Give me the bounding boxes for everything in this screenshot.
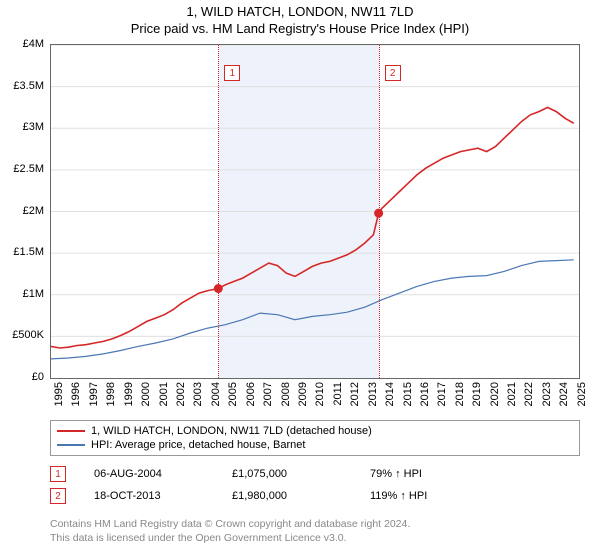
x-tick-label: 1997 xyxy=(88,382,100,406)
x-tick-label: 2008 xyxy=(280,382,292,406)
sale-row: 2 18-OCT-2013 £1,980,000 119% ↑ HPI xyxy=(50,488,580,504)
chart-title: 1, WILD HATCH, LONDON, NW11 7LD Price pa… xyxy=(0,0,600,38)
y-tick-label: £0 xyxy=(32,371,44,383)
y-tick-label: £4M xyxy=(23,38,44,50)
x-tick-label: 2004 xyxy=(210,382,222,406)
x-tick-label: 2003 xyxy=(192,382,204,406)
x-axis-labels: 1995 1996 1997 1998 1999 2000 2001 2002 2003 2004… xyxy=(50,380,580,416)
marker-vline xyxy=(379,45,380,378)
legend-label: HPI: Average price, detached house, Barn… xyxy=(91,439,305,451)
sale-date: 18-OCT-2013 xyxy=(94,490,204,502)
series-hpi xyxy=(51,260,574,359)
y-tick-label: £2M xyxy=(23,205,44,217)
x-tick-label: 1998 xyxy=(105,382,117,406)
title-line2: Price paid vs. HM Land Registry's House … xyxy=(0,21,600,38)
y-tick-label: £1.5M xyxy=(13,246,44,258)
y-tick-label: £3.5M xyxy=(13,80,44,92)
x-tick-label: 2024 xyxy=(558,382,570,406)
legend-swatch xyxy=(57,444,85,446)
sale-date: 06-AUG-2004 xyxy=(94,468,204,480)
credits-line2: This data is licensed under the Open Gov… xyxy=(50,531,410,545)
title-line1: 1, WILD HATCH, LONDON, NW11 7LD xyxy=(0,4,600,21)
x-tick-label: 2019 xyxy=(471,382,483,406)
series-price_paid xyxy=(51,107,574,348)
x-tick-label: 2014 xyxy=(384,382,396,406)
annotation-box: 1 xyxy=(224,65,240,81)
sale-vs-hpi: 119% ↑ HPI xyxy=(370,490,427,502)
sale-price: £1,980,000 xyxy=(232,490,342,502)
x-tick-label: 2018 xyxy=(454,382,466,406)
y-axis-labels: £0£500K£1M£1.5M£2M£2.5M£3M£3.5M£4M xyxy=(0,44,48,379)
x-tick-label: 1996 xyxy=(70,382,82,406)
x-tick-label: 2007 xyxy=(262,382,274,406)
x-tick-label: 2005 xyxy=(227,382,239,406)
y-tick-label: £3M xyxy=(23,121,44,133)
x-tick-label: 2000 xyxy=(140,382,152,406)
chart-svg xyxy=(51,45,579,378)
x-tick-label: 2009 xyxy=(297,382,309,406)
x-tick-label: 2002 xyxy=(175,382,187,406)
legend-item: HPI: Average price, detached house, Barn… xyxy=(57,438,573,452)
x-tick-label: 2016 xyxy=(419,382,431,406)
x-tick-label: 1999 xyxy=(123,382,135,406)
x-tick-label: 2013 xyxy=(367,382,379,406)
plot-area: 12 xyxy=(50,44,580,379)
sale-marker-box: 1 xyxy=(50,466,66,482)
x-tick-label: 2011 xyxy=(332,382,344,406)
x-tick-label: 2021 xyxy=(506,382,518,406)
x-tick-label: 2001 xyxy=(158,382,170,406)
y-tick-label: £2.5M xyxy=(13,163,44,175)
annotation-box: 2 xyxy=(385,65,401,81)
legend-label: 1, WILD HATCH, LONDON, NW11 7LD (detache… xyxy=(91,425,372,437)
chart-container: 1, WILD HATCH, LONDON, NW11 7LD Price pa… xyxy=(0,0,600,560)
legend-swatch xyxy=(57,430,85,432)
sale-marker-box: 2 xyxy=(50,488,66,504)
sale-price: £1,075,000 xyxy=(232,468,342,480)
marker-vline xyxy=(218,45,219,378)
x-tick-label: 2010 xyxy=(314,382,326,406)
x-tick-label: 2020 xyxy=(489,382,501,406)
credits-line1: Contains HM Land Registry data © Crown c… xyxy=(50,517,410,531)
x-tick-label: 2015 xyxy=(402,382,414,406)
legend-item: 1, WILD HATCH, LONDON, NW11 7LD (detache… xyxy=(57,424,573,438)
x-tick-label: 2025 xyxy=(576,382,588,406)
x-tick-label: 2012 xyxy=(349,382,361,406)
x-tick-label: 2006 xyxy=(245,382,257,406)
x-tick-label: 2022 xyxy=(523,382,535,406)
credits: Contains HM Land Registry data © Crown c… xyxy=(50,517,410,545)
sale-row: 1 06-AUG-2004 £1,075,000 79% ↑ HPI xyxy=(50,466,580,482)
x-tick-label: 1995 xyxy=(53,382,65,406)
y-tick-label: £500K xyxy=(12,329,44,341)
legend: 1, WILD HATCH, LONDON, NW11 7LD (detache… xyxy=(50,420,580,456)
y-tick-label: £1M xyxy=(23,288,44,300)
x-tick-label: 2023 xyxy=(541,382,553,406)
sale-vs-hpi: 79% ↑ HPI xyxy=(370,468,422,480)
x-tick-label: 2017 xyxy=(436,382,448,406)
